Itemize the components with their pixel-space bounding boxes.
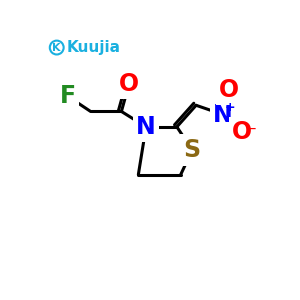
Text: O: O <box>119 72 139 96</box>
Text: Kuujia: Kuujia <box>67 40 121 55</box>
Text: N: N <box>213 103 233 127</box>
Text: K: K <box>52 43 61 52</box>
Text: N: N <box>136 115 156 139</box>
Text: F: F <box>59 84 76 108</box>
Text: +: + <box>225 101 235 114</box>
Text: ⁻: ⁻ <box>248 123 257 141</box>
Text: O: O <box>232 120 252 144</box>
Text: O: O <box>219 78 239 102</box>
Text: S: S <box>184 138 201 162</box>
